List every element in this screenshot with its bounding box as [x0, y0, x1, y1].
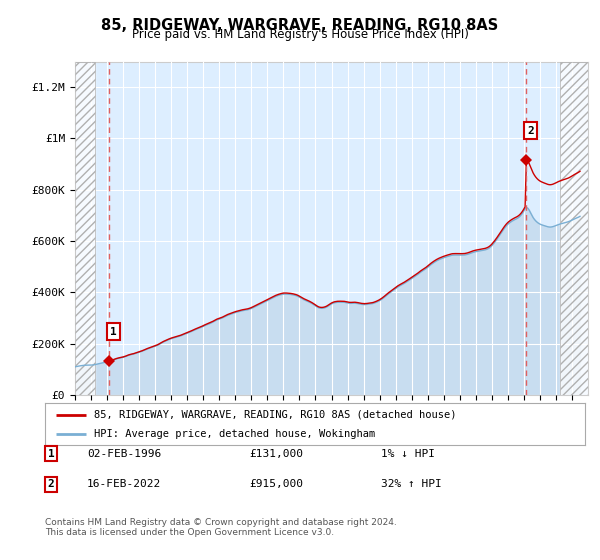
Text: Contains HM Land Registry data © Crown copyright and database right 2024.
This d: Contains HM Land Registry data © Crown c… — [45, 518, 397, 538]
Text: 16-FEB-2022: 16-FEB-2022 — [87, 479, 161, 489]
Text: £131,000: £131,000 — [249, 449, 303, 459]
Text: 2: 2 — [527, 126, 534, 136]
Text: 1% ↓ HPI: 1% ↓ HPI — [381, 449, 435, 459]
Text: 1: 1 — [110, 326, 116, 337]
Bar — [75, 62, 95, 395]
Text: 85, RIDGEWAY, WARGRAVE, READING, RG10 8AS (detached house): 85, RIDGEWAY, WARGRAVE, READING, RG10 8A… — [94, 409, 456, 419]
Text: 85, RIDGEWAY, WARGRAVE, READING, RG10 8AS: 85, RIDGEWAY, WARGRAVE, READING, RG10 8A… — [101, 18, 499, 33]
Bar — [560, 62, 588, 395]
Text: HPI: Average price, detached house, Wokingham: HPI: Average price, detached house, Woki… — [94, 429, 375, 439]
Text: Price paid vs. HM Land Registry's House Price Index (HPI): Price paid vs. HM Land Registry's House … — [131, 28, 469, 41]
Text: 02-FEB-1996: 02-FEB-1996 — [87, 449, 161, 459]
Text: 1: 1 — [47, 449, 55, 459]
Text: 2: 2 — [47, 479, 55, 489]
Bar — [75, 62, 95, 395]
Text: £915,000: £915,000 — [249, 479, 303, 489]
Text: 32% ↑ HPI: 32% ↑ HPI — [381, 479, 442, 489]
Bar — [560, 62, 588, 395]
